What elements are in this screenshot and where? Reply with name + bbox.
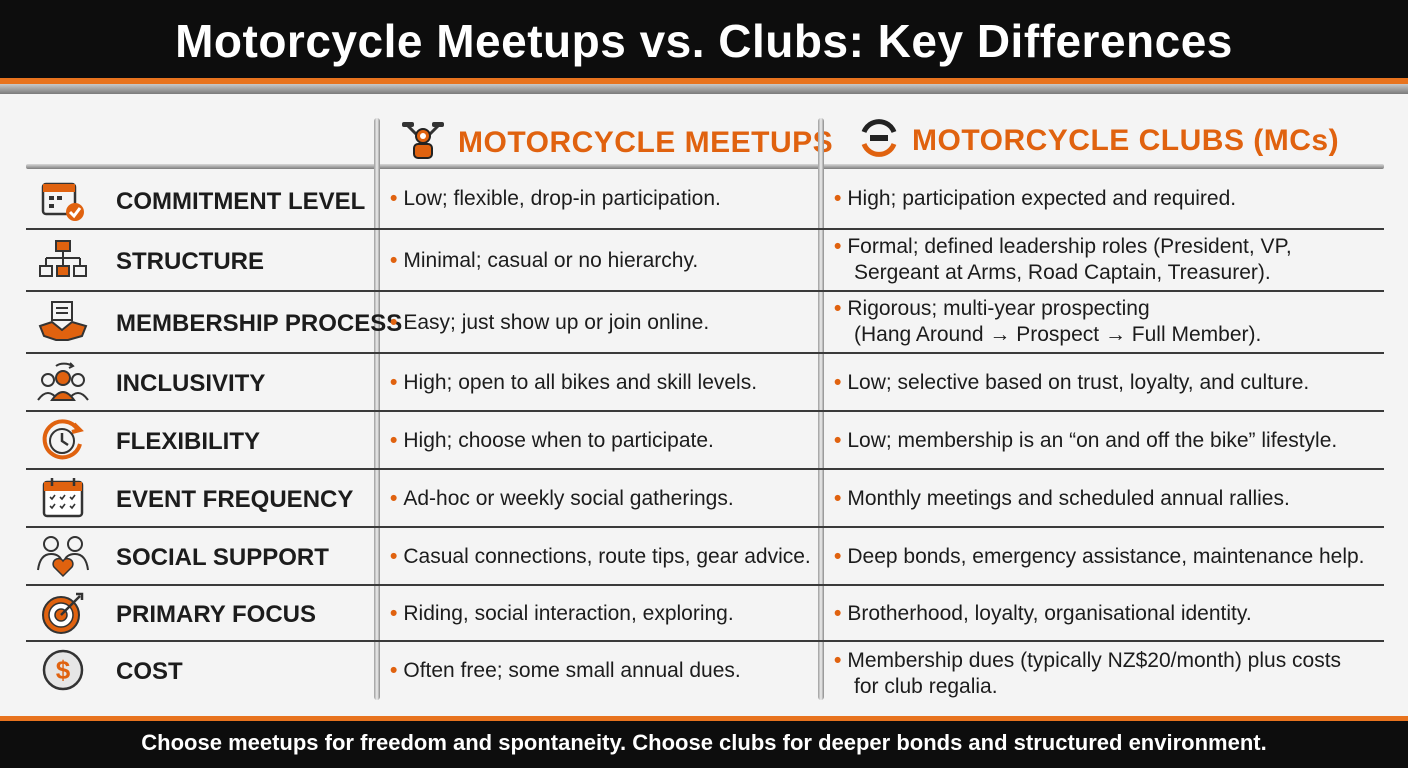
clubs-cell-text-continued: (Hang Around → Prospect → Full Member).: [854, 323, 1262, 346]
clubs-cell-text: High; participation expected and require…: [847, 187, 1237, 210]
meetups-cell-text: Often free; some small annual dues.: [403, 659, 741, 682]
heart-people-icon: [36, 534, 90, 578]
table-row: FLEXIBILITY • High; choose when to partic…: [26, 412, 1384, 470]
calendar-check-icon: [36, 178, 90, 222]
clubs-cell: • Monthly meetings and scheduled annual r…: [834, 487, 1290, 510]
meetups-cell: • Ad-hoc or weekly social gatherings.: [390, 487, 734, 510]
row-label: COMMITMENT LEVEL: [116, 188, 366, 215]
clubs-cell-text-continued: Sergeant at Arms, Road Captain, Treasure…: [854, 261, 1271, 284]
clubs-cell-text: Formal; defined leadership roles (Presid…: [847, 235, 1292, 258]
clubs-cell-text: Membership dues (typically NZ$20/month) …: [847, 649, 1342, 672]
column-divider-right: [818, 118, 824, 700]
clubs-cell-text: Low; selective based on trust, loyalty, …: [847, 371, 1310, 394]
header-divider: [26, 164, 1384, 169]
clubs-cell-text: Rigorous; multi-year prospecting: [847, 297, 1150, 320]
column-header-clubs: MOTORCYCLE CLUBS (MCs): [856, 118, 1339, 166]
table-row: PRIMARY FOCUS • Riding, social interactio…: [26, 586, 1384, 642]
row-divider: [26, 526, 1384, 528]
meetups-cell: • Often free; some small annual dues.: [390, 659, 741, 682]
row-divider: [26, 410, 1384, 412]
footer-summary: Choose meetups for freedom and spontanei…: [141, 730, 1267, 755]
row-label: FLEXIBILITY: [116, 428, 260, 455]
meetups-cell: • High; open to all bikes and skill level…: [390, 371, 758, 394]
meetups-cell-text: High; open to all bikes and skill levels…: [403, 371, 758, 394]
table-row: SOCIAL SUPPORT • Casual connections, rout…: [26, 528, 1384, 586]
group-icon: [36, 360, 90, 404]
header-bar: Motorcycle Meetups vs. Clubs: Key Differ…: [0, 0, 1408, 94]
row-label: INCLUSIVITY: [116, 370, 266, 397]
table-row: STRUCTURE • Minimal; casual or no hierarc…: [26, 230, 1384, 292]
footer-bar: Choose meetups for freedom and spontanei…: [0, 716, 1408, 768]
table-row: INCLUSIVITY • High; open to all bikes and…: [26, 354, 1384, 412]
row-divider: [26, 584, 1384, 586]
motorcycle-icon: [398, 118, 448, 170]
handshake-icon: [36, 300, 90, 344]
dollar-icon: $: [36, 648, 90, 692]
clubs-cell: • Formal; defined leadership roles (Presi…: [834, 235, 1292, 284]
meetups-cell: • Easy; just show up or join online.: [390, 311, 710, 334]
row-divider: [26, 640, 1384, 642]
page-title: Motorcycle Meetups vs. Clubs: Key Differ…: [175, 15, 1233, 67]
meetups-cell-text: High; choose when to participate.: [403, 429, 714, 452]
calendar-icon: [36, 476, 90, 520]
clubs-cell-text: Brotherhood, loyalty, organisational ide…: [847, 602, 1252, 625]
clock-icon: [36, 418, 90, 462]
meetups-cell-text: Ad-hoc or weekly social gatherings.: [403, 487, 734, 510]
row-label: EVENT FREQUENCY: [116, 486, 354, 513]
row-divider: [26, 290, 1384, 292]
clubs-cell-text-continued: for club regalia.: [854, 675, 998, 698]
meetups-cell: • Low; flexible, drop-in participation.: [390, 187, 721, 210]
row-divider: [26, 352, 1384, 354]
table-row: EVENT FREQUENCY • Ad-hoc or weekly social…: [26, 470, 1384, 528]
clubs-cell: • Deep bonds, emergency assistance, maint…: [834, 545, 1365, 568]
meetups-cell-text: Minimal; casual or no hierarchy.: [403, 249, 699, 272]
clubs-cell: • High; participation expected and requir…: [834, 187, 1237, 210]
header-accent-stripe: [0, 78, 1408, 84]
meetups-cell-text: Riding, social interaction, exploring.: [403, 602, 734, 625]
clubs-cell-text: Deep bonds, emergency assistance, mainte…: [847, 545, 1365, 568]
row-label: SOCIAL SUPPORT: [116, 544, 329, 571]
column-header-meetups-label: MOTORCYCLE MEETUPS: [458, 125, 834, 159]
meetups-cell: • Casual connections, route tips, gear ad…: [390, 545, 811, 568]
meetups-cell: • Riding, social interaction, exploring.: [390, 602, 734, 625]
target-icon: [36, 591, 90, 635]
row-label: MEMBERSHIP PROCESS: [116, 310, 403, 337]
footer-accent-stripe: [0, 716, 1408, 721]
column-header-meetups: MOTORCYCLE MEETUPS: [398, 118, 833, 170]
meetups-cell-text: Easy; just show up or join online.: [403, 311, 710, 334]
table-row: MEMBERSHIP PROCESS • Easy; just show up o…: [26, 292, 1384, 354]
clubs-cell-text: Monthly meetings and scheduled annual ra…: [847, 487, 1290, 510]
column-divider-left: [374, 118, 380, 700]
column-header-clubs-label: MOTORCYCLE CLUBS (MCs): [912, 123, 1340, 157]
row-label: PRIMARY FOCUS: [116, 601, 317, 628]
row-divider: [26, 468, 1384, 470]
svg-text:$: $: [56, 655, 71, 685]
clubs-cell: • Low; membership is an “on and off the b…: [834, 429, 1338, 452]
clubs-cell: • Low; selective based on trust, loyalty,…: [834, 371, 1310, 394]
clubs-cell-text: Low; membership is an “on and off the bi…: [847, 429, 1338, 452]
row-label: COST: [116, 658, 183, 685]
row-label: STRUCTURE: [116, 248, 264, 275]
meetups-cell-text: Casual connections, route tips, gear adv…: [403, 545, 811, 568]
org-chart-icon: [36, 238, 90, 282]
meetups-cell-text: Low; flexible, drop-in participation.: [403, 187, 721, 210]
clubs-cell: • Brotherhood, loyalty, organisational id…: [834, 602, 1252, 625]
table-row: COMMITMENT LEVEL • Low; flexible, drop-in…: [26, 172, 1384, 230]
clubs-cell: • Rigorous; multi-year prospecting (Hang A…: [834, 297, 1262, 346]
header-chrome-stripe: [0, 84, 1408, 94]
row-divider: [26, 228, 1384, 230]
meetups-cell: • High; choose when to participate.: [390, 429, 714, 452]
meetups-cell: • Minimal; casual or no hierarchy.: [390, 249, 699, 272]
table-row: $ COST • Often free; some small annual du…: [26, 642, 1384, 702]
club-emblem-icon: [856, 118, 902, 166]
clubs-cell: • Membership dues (typically NZ$20/month)…: [834, 649, 1342, 698]
